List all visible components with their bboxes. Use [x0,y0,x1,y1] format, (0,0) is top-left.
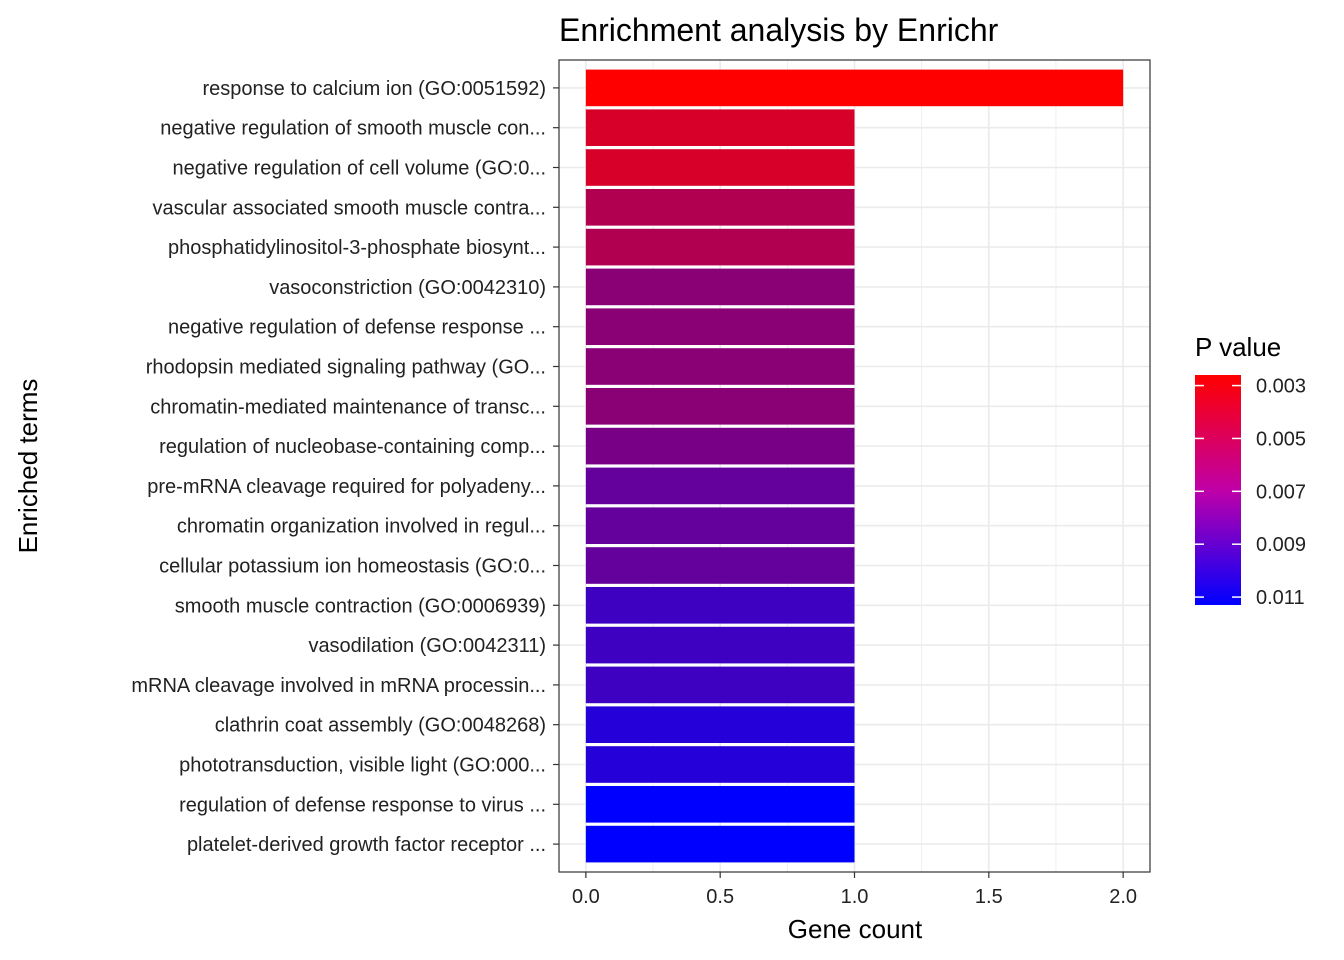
y-tick-label: regulation of nucleobase-containing comp… [159,436,546,458]
bar [585,427,855,465]
bar [585,188,855,226]
y-axis: response to calcium ion (GO:0051592) nega… [131,78,559,856]
y-tick-label: mRNA cleavage involved in mRNA processin… [131,675,546,697]
bars [585,69,1124,863]
x-tick-label: 1.0 [841,886,869,908]
bar [585,69,1124,107]
y-axis-title: Enriched terms [13,379,43,554]
bar [585,666,855,704]
x-axis: 0.0 0.5 1.0 1.5 2.0 [572,872,1137,908]
bar [585,507,855,545]
bar [585,149,855,186]
bar [585,825,855,863]
bar [585,626,855,664]
bar [585,586,855,624]
y-tick-label: phototransduction, visible light (GO:000… [179,755,546,777]
y-tick-label: vasodilation (GO:0042311) [308,635,546,657]
legend-tick-label: 0.005 [1256,428,1306,450]
y-tick-label: vasoconstriction (GO:0042310) [269,277,546,299]
x-tick-label: 0.0 [572,886,600,908]
y-tick-label: chromatin-mediated maintenance of transc… [150,396,546,418]
bar [585,706,855,744]
bar [585,547,855,584]
y-tick-label: negative regulation of smooth muscle con… [160,118,546,140]
bar [585,268,855,306]
chart-title: Enrichment analysis by Enrichr [559,12,999,48]
y-tick-label: rhodopsin mediated signaling pathway (GO… [146,357,546,379]
y-tick-label: cellular potassium ion homeostasis (GO:0… [159,556,546,578]
y-tick-label: response to calcium ion (GO:0051592) [202,78,546,100]
y-tick-label: regulation of defense response to virus … [179,794,546,816]
bar [585,467,855,505]
bar [585,785,855,823]
bar [585,308,855,346]
y-tick-label: smooth muscle contraction (GO:0006939) [175,595,546,617]
legend-tick-label: 0.007 [1256,481,1306,503]
bar [585,228,855,266]
y-tick-label: pre-mRNA cleavage required for polyadeny… [147,476,546,498]
y-tick-label: clathrin coat assembly (GO:0048268) [215,715,546,737]
x-tick-label: 1.5 [975,886,1003,908]
bar [585,109,855,147]
x-axis-title: Gene count [788,914,923,944]
legend-tick-label: 0.003 [1256,376,1306,398]
y-tick-label: chromatin organization involved in regul… [177,516,546,538]
legend-colorbar [1195,375,1241,605]
y-tick-label: phosphatidylinositol-3-phosphate biosynt… [168,237,546,259]
p-value-legend: P value 0.003 0.005 0.007 0.009 0.011 [1195,332,1306,609]
x-tick-label: 2.0 [1109,886,1137,908]
y-tick-label: vascular associated smooth muscle contra… [152,197,546,219]
y-tick-label: platelet-derived growth factor receptor … [187,834,546,856]
legend-tick-label: 0.009 [1256,534,1306,556]
x-tick-label: 0.5 [706,886,734,908]
legend-tick-label: 0.011 [1256,587,1305,609]
bar [585,387,855,425]
legend-title: P value [1195,332,1281,362]
y-tick-label: negative regulation of defense response … [168,317,546,339]
y-tick-label: negative regulation of cell volume (GO:0… [172,158,546,180]
bar [585,348,855,385]
bar [585,746,855,783]
